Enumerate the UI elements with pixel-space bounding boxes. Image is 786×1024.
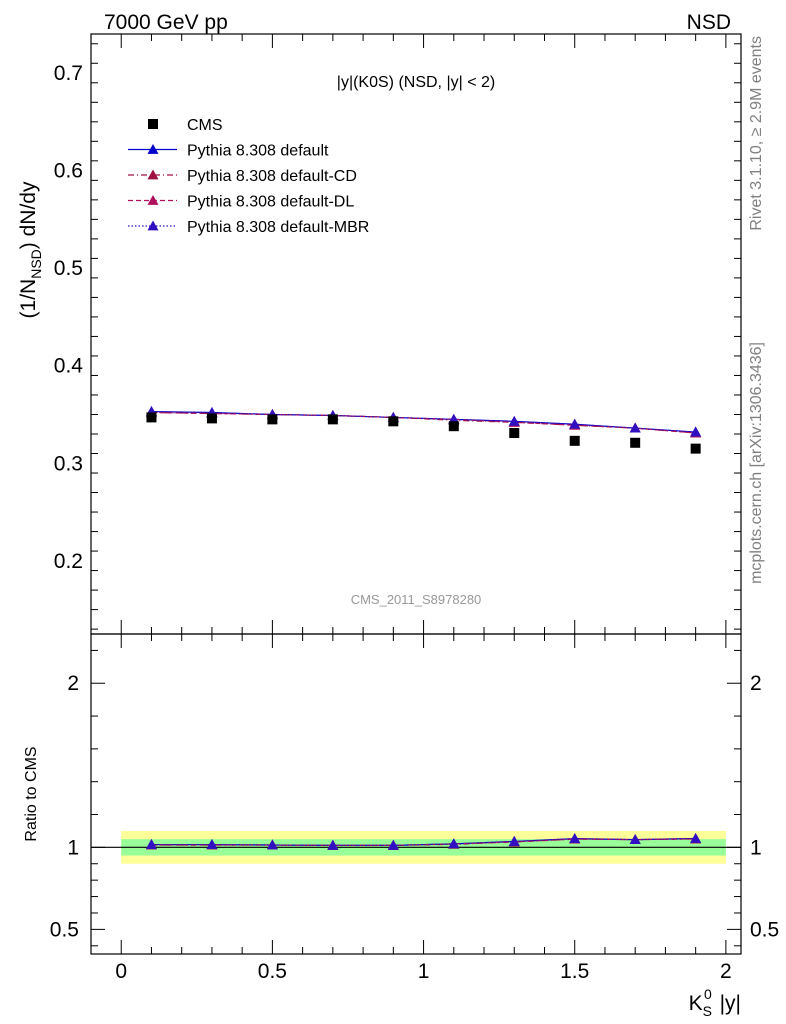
x-tick-label: 2 (720, 960, 732, 983)
ratio-series-marker (206, 839, 218, 849)
legend-label: CMS (187, 117, 223, 134)
y-tick-label: 0.6 (54, 160, 83, 183)
legend: CMS Pythia 8.308 default Pythia 8.308 defa… (128, 117, 369, 236)
ratio-y-tick-label: 0.5 (50, 918, 79, 941)
y-tick-label: 0.7 (54, 62, 83, 85)
ratio-series-marker (145, 839, 157, 849)
ratio-series-marker (508, 835, 520, 846)
series-line (151, 410, 696, 433)
data-point (388, 416, 399, 427)
data-point (569, 435, 580, 446)
data-point (327, 414, 338, 425)
series-marker (569, 418, 581, 429)
legend-label: Pythia 8.308 default-MBR (187, 219, 369, 236)
ratio-series-layer (145, 832, 702, 850)
ratio-panel: 0 0.5 1 1.5 2 0.5 0.5 1 1 2 2 Ratio to CMS (23, 633, 779, 983)
series-marker (508, 415, 520, 426)
series-line (151, 411, 696, 434)
ratio-series-marker (387, 839, 399, 850)
data-point (146, 412, 157, 423)
legend-label: Pythia 8.308 default (187, 143, 329, 160)
y-tick-label: 0.2 (54, 550, 83, 573)
legend-label: Pythia 8.308 default-CD (187, 168, 357, 185)
series-line (151, 410, 696, 433)
analysis-watermark: CMS_2011_S8978280 (351, 592, 482, 607)
x-axis-label: KS0 |y| (689, 986, 741, 1019)
data-point (267, 414, 278, 425)
ratio-series-line (151, 838, 696, 846)
mcplots-label: mcplots.cern.ch [arXiv:1306.3436] (748, 342, 765, 584)
legend-marker (147, 169, 159, 180)
series-marker (690, 426, 702, 437)
ratio-y-tick-label: 1 (67, 836, 79, 859)
ratio-frame (90, 633, 742, 955)
ratio-y-tick-label-right: 0.5 (750, 918, 779, 941)
main-axis-ticks: 0.2 0.3 0.4 0.5 0.6 0.7 (54, 34, 741, 634)
legend-marker (148, 119, 158, 129)
main-panel: 0.2 0.3 0.4 0.5 0.6 0.7 |y|(K0S) (NSD, |y| < … (17, 33, 742, 635)
ratio-bands (91, 830, 741, 864)
series-marker (629, 422, 641, 433)
plot-title: |y|(K0S) (NSD, |y| < 2) (337, 74, 495, 91)
ratio-series-marker (569, 833, 581, 844)
legend-label: Pythia 8.308 default-DL (187, 194, 354, 211)
data-point (690, 443, 701, 454)
y-tick-label: 0.3 (54, 452, 83, 475)
data-point (206, 413, 217, 424)
ratio-series-marker (629, 834, 641, 845)
ratio-y-tick-label: 2 (67, 672, 79, 695)
y-tick-label: 0.5 (54, 257, 83, 280)
ratio-series-marker (690, 832, 702, 843)
ratio-series-marker (266, 839, 278, 850)
x-tick-label: 1.5 (560, 960, 589, 983)
main-series-layer (145, 406, 702, 454)
legend-marker (147, 195, 159, 205)
ratio-y-tick-label-right: 1 (750, 836, 762, 859)
legend-marker (147, 220, 159, 231)
series-line (151, 411, 696, 434)
legend-marker (147, 144, 159, 154)
data-point (448, 421, 459, 432)
ratio-y-axis-label: Ratio to CMS (23, 746, 40, 841)
y-tick-label: 0.4 (54, 355, 84, 378)
header-left: 7000 GeV pp (104, 11, 228, 34)
data-point (509, 428, 520, 439)
ratio-axis-ticks: 0 0.5 1 1.5 2 0.5 0.5 1 1 2 2 (50, 634, 779, 983)
rivet-version-label: Rivet 3.1.10, ≥ 2.9M events (748, 36, 765, 231)
header-right: NSD (687, 11, 731, 34)
ratio-y-tick-label-right: 2 (750, 672, 762, 695)
x-tick-label: 1 (418, 960, 430, 983)
x-tick-label: 0.5 (258, 960, 287, 983)
ratio-series-marker (327, 839, 339, 850)
x-tick-label: 0 (115, 960, 127, 983)
main-y-axis-label: (1/NNSD) dN/dy (17, 181, 44, 318)
data-point (630, 437, 641, 448)
ratio-series-marker (448, 838, 460, 849)
